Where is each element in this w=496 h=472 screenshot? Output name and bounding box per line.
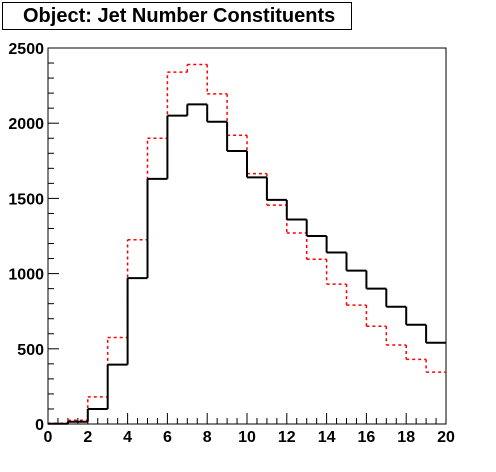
x-tick-label: 16	[358, 429, 376, 446]
x-tick-label: 8	[203, 429, 212, 446]
x-tick-label: 2	[83, 429, 92, 446]
x-tick-label: 4	[123, 429, 132, 446]
x-tick-label: 10	[238, 429, 256, 446]
x-tick-label: 20	[437, 429, 455, 446]
y-tick-label: 2000	[8, 116, 44, 133]
y-tick-label: 2500	[8, 41, 44, 58]
chart-title: Object: Jet Number Constituents	[2, 2, 352, 30]
x-tick-label: 0	[44, 429, 53, 446]
y-axis: 0 500 1000 1500 2000 2500	[8, 41, 59, 434]
x-tick-label: 14	[318, 429, 336, 446]
x-tick-label: 18	[397, 429, 415, 446]
y-tick-label: 500	[17, 342, 44, 359]
histogram-series	[48, 103, 446, 425]
x-tick-label: 6	[163, 429, 172, 446]
y-tick-label: 1500	[8, 191, 44, 208]
x-axis: 0 2 4 6 8 10 12 14 16 18 20	[44, 413, 455, 446]
x-tick-label: 12	[278, 429, 296, 446]
y-tick-label: 0	[35, 417, 44, 434]
series-layer	[48, 63, 446, 425]
y-tick-label: 1000	[8, 267, 44, 284]
